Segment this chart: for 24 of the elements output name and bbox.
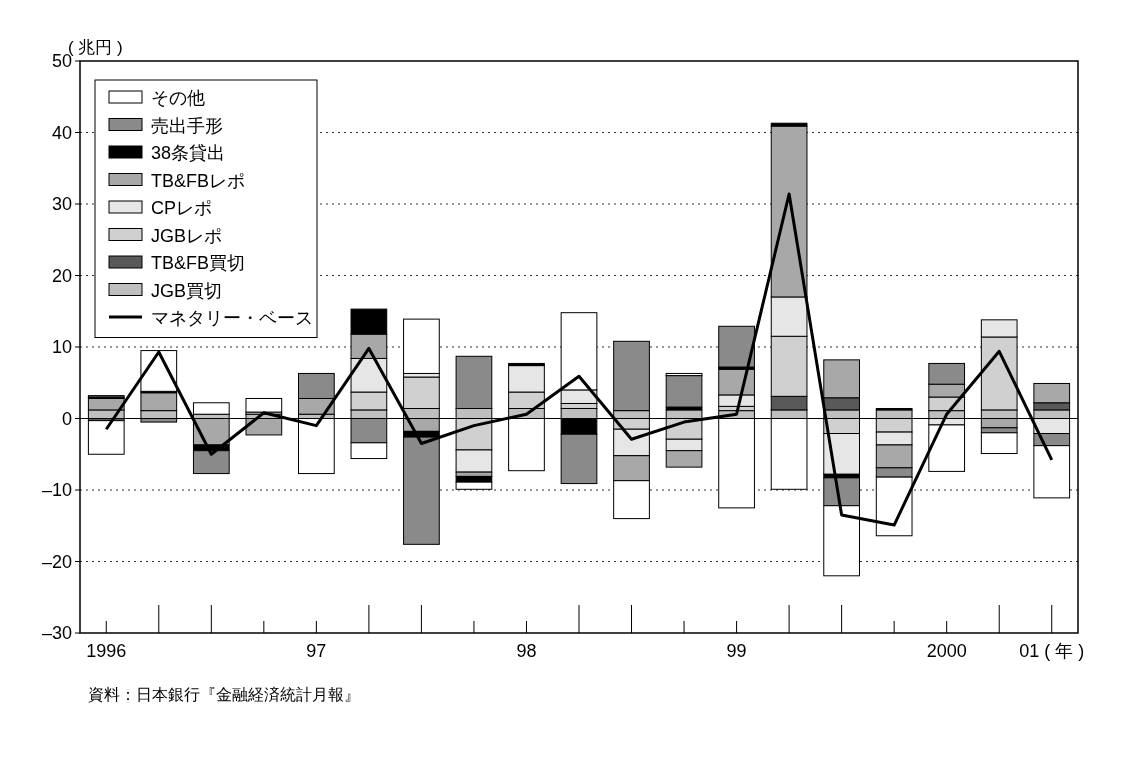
- y-tick-label: 30: [51, 194, 72, 214]
- legend-label: 売出手形: [151, 115, 223, 136]
- legend-label: CPレポ: [151, 198, 213, 218]
- legend-label: TB&FB買切: [151, 253, 246, 273]
- y-tick-label: –10: [41, 480, 72, 500]
- legend-label: JGBレポ: [151, 225, 223, 246]
- x-tick-label: 1996: [86, 641, 127, 661]
- x-tick-label: 01 ( 年 ): [1019, 641, 1085, 661]
- legend-label: 38条貸出: [151, 143, 226, 163]
- y-tick-label: –30: [41, 623, 72, 643]
- y-tick-label: 40: [51, 122, 72, 143]
- y-tick-label: 0: [61, 408, 72, 429]
- legend-label: その他: [151, 88, 205, 108]
- y-tick-label: 20: [51, 265, 72, 286]
- x-tick-label: 98: [516, 641, 537, 661]
- x-tick-label: 99: [726, 641, 747, 661]
- legend-label: TB&FBレポ: [151, 170, 246, 191]
- text: 資料：日本銀行『金融経済統計月報』: [88, 686, 360, 703]
- legend-label: マネタリー・ベース: [151, 308, 313, 328]
- x-tick-label: 97: [306, 641, 327, 661]
- y-tick-label: –20: [41, 551, 72, 572]
- y-tick-label: 10: [51, 337, 72, 357]
- x-tick-label: 2000: [926, 641, 967, 661]
- legend-label: JGB買切: [151, 280, 223, 301]
